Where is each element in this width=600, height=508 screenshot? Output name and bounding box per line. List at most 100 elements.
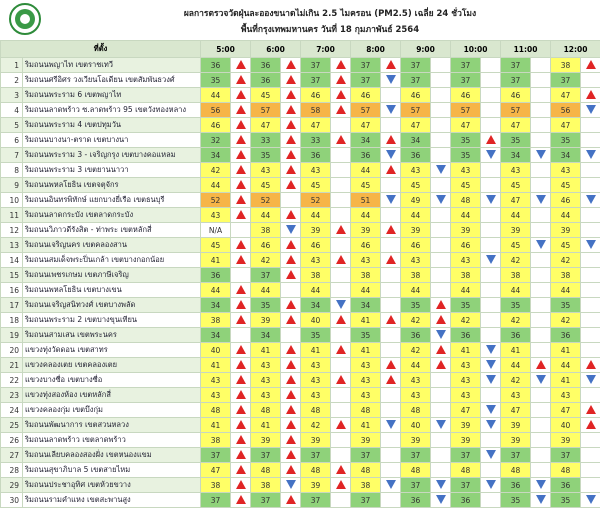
row: 4 ริมถนนลาดพร้าว ซ.ลาดพร้าว 95 เขตวังทองห… bbox=[0, 102, 600, 118]
trend-arrow-up bbox=[235, 299, 246, 309]
trend-cell bbox=[380, 312, 402, 328]
value-cell: 37 bbox=[400, 477, 432, 493]
location: ริมถนนเจริญสนิทวงศ์ เขตบางพลัด bbox=[21, 297, 202, 313]
row-number: 21 bbox=[0, 357, 23, 373]
trend-cell bbox=[280, 297, 302, 313]
value-cell: 42 bbox=[450, 312, 482, 328]
trend-cell bbox=[330, 297, 352, 313]
value-cell: 36 bbox=[350, 147, 382, 163]
trend-cell bbox=[430, 207, 452, 223]
value-cell: 43 bbox=[300, 252, 332, 268]
trend-cell bbox=[280, 102, 302, 118]
value-cell: 45 bbox=[450, 177, 482, 193]
location: ริมถนนสมเด็จพระปิ่นเกล้า เขตบางกอกน้อย bbox=[21, 252, 202, 268]
value-cell: 37 bbox=[400, 447, 432, 463]
value-cell: 39 bbox=[450, 417, 482, 433]
trend-cell bbox=[330, 117, 352, 133]
location-header: ที่ตั้ง bbox=[0, 40, 202, 58]
trend-cell bbox=[530, 57, 552, 73]
trend-cell bbox=[580, 462, 600, 478]
trend-cell bbox=[430, 177, 452, 193]
trend-cell bbox=[330, 57, 352, 73]
value-cell: 41 bbox=[200, 417, 232, 433]
trend-cell bbox=[580, 222, 600, 238]
location: ริมถนนพระราม 2 เขตบางขุนเทียน bbox=[21, 312, 202, 328]
row: 12 ริมถนนวิภาวดีรังสิต - ท่าพระ เขตหลักสี… bbox=[0, 222, 600, 238]
trend-cell bbox=[330, 177, 352, 193]
value-cell: 38 bbox=[450, 267, 482, 283]
trend-arrow-up bbox=[335, 314, 346, 324]
row: 13 ริมถนนเจริญนคร เขตคลองสาน 45 46 46 46 46 46 4… bbox=[0, 237, 600, 253]
trend-cell bbox=[280, 147, 302, 163]
location: ริมถนนรามคำแหง เขตสะพานสูง bbox=[21, 492, 202, 508]
trend-arrow-up bbox=[335, 89, 346, 99]
trend-cell bbox=[580, 177, 600, 193]
value-cell: 56 bbox=[200, 102, 232, 118]
trend-cell bbox=[330, 237, 352, 253]
value-cell: 43 bbox=[450, 252, 482, 268]
trend-arrow-up bbox=[285, 299, 296, 309]
trend-cell bbox=[430, 477, 452, 493]
row-number: 14 bbox=[0, 252, 23, 268]
location: ริมถนนเพชรเกษม เขตภาษีเจริญ bbox=[21, 267, 202, 283]
trend-cell bbox=[530, 207, 552, 223]
row-number: 20 bbox=[0, 342, 23, 358]
trend-cell bbox=[530, 387, 552, 403]
row: 7 ริมถนนพระราม 3 - เจริญกรุง เขตบางคอแหลม… bbox=[0, 147, 600, 163]
trend-cell bbox=[530, 417, 552, 433]
trend-cell bbox=[230, 462, 252, 478]
value-cell: 44 bbox=[550, 207, 582, 223]
trend-cell bbox=[530, 162, 552, 178]
value-cell: 36 bbox=[450, 492, 482, 508]
row-number: 30 bbox=[0, 492, 23, 508]
value-cell: 34 bbox=[200, 327, 232, 343]
row-number: 23 bbox=[0, 387, 23, 403]
trend-cell bbox=[580, 372, 600, 388]
trend-cell bbox=[280, 177, 302, 193]
value-cell: 43 bbox=[300, 372, 332, 388]
trend-cell bbox=[480, 297, 502, 313]
trend-cell bbox=[230, 192, 252, 208]
trend-cell bbox=[530, 252, 552, 268]
trend-cell bbox=[280, 267, 302, 283]
trend-cell bbox=[530, 312, 552, 328]
value-cell: 51 bbox=[350, 192, 382, 208]
row: 14 ริมถนนสมเด็จพระปิ่นเกล้า เขตบางกอกน้อย… bbox=[0, 252, 600, 268]
trend-arrow-up bbox=[435, 344, 446, 354]
value-cell: 37 bbox=[350, 492, 382, 508]
trend-cell bbox=[230, 372, 252, 388]
value-cell: 47 bbox=[550, 117, 582, 133]
row: 8 ริมถนนพระราม 3 เขตยานนาวา 42 43 43 44 43 43 43… bbox=[0, 162, 600, 178]
trend-cell bbox=[330, 357, 352, 373]
value-cell: 43 bbox=[350, 372, 382, 388]
value-cell: 38 bbox=[400, 267, 432, 283]
trend-arrow-up bbox=[335, 374, 346, 384]
trend-arrow-up bbox=[285, 464, 296, 474]
trend-cell bbox=[530, 357, 552, 373]
trend-arrow-up bbox=[385, 359, 396, 369]
trend-cell bbox=[230, 117, 252, 133]
trend-arrow-down bbox=[285, 479, 296, 489]
value-cell: 43 bbox=[300, 162, 332, 178]
trend-cell bbox=[480, 402, 502, 418]
trend-arrow-up bbox=[285, 359, 296, 369]
value-cell: 43 bbox=[550, 162, 582, 178]
value-cell: 48 bbox=[400, 402, 432, 418]
value-cell: 46 bbox=[400, 237, 432, 253]
trend-cell bbox=[580, 447, 600, 463]
trend-cell bbox=[530, 117, 552, 133]
value-cell: 42 bbox=[500, 312, 532, 328]
value-cell: 36 bbox=[200, 57, 232, 73]
location: ริมถนนพหลโยธิน เขตบางเขน bbox=[21, 282, 202, 298]
trend-cell bbox=[480, 72, 502, 88]
trend-cell bbox=[530, 297, 552, 313]
trend-cell bbox=[380, 372, 402, 388]
row-number: 19 bbox=[0, 327, 23, 343]
value-cell: 52 bbox=[300, 192, 332, 208]
value-cell: 39 bbox=[500, 432, 532, 448]
value-cell: 39 bbox=[350, 432, 382, 448]
trend-cell bbox=[580, 297, 600, 313]
trend-arrow-down bbox=[435, 329, 446, 339]
row: 5 ริมถนนพระราม 4 เขตปทุมวัน 46 47 47 47 47 47 47… bbox=[0, 117, 600, 133]
value-cell: 38 bbox=[200, 312, 232, 328]
